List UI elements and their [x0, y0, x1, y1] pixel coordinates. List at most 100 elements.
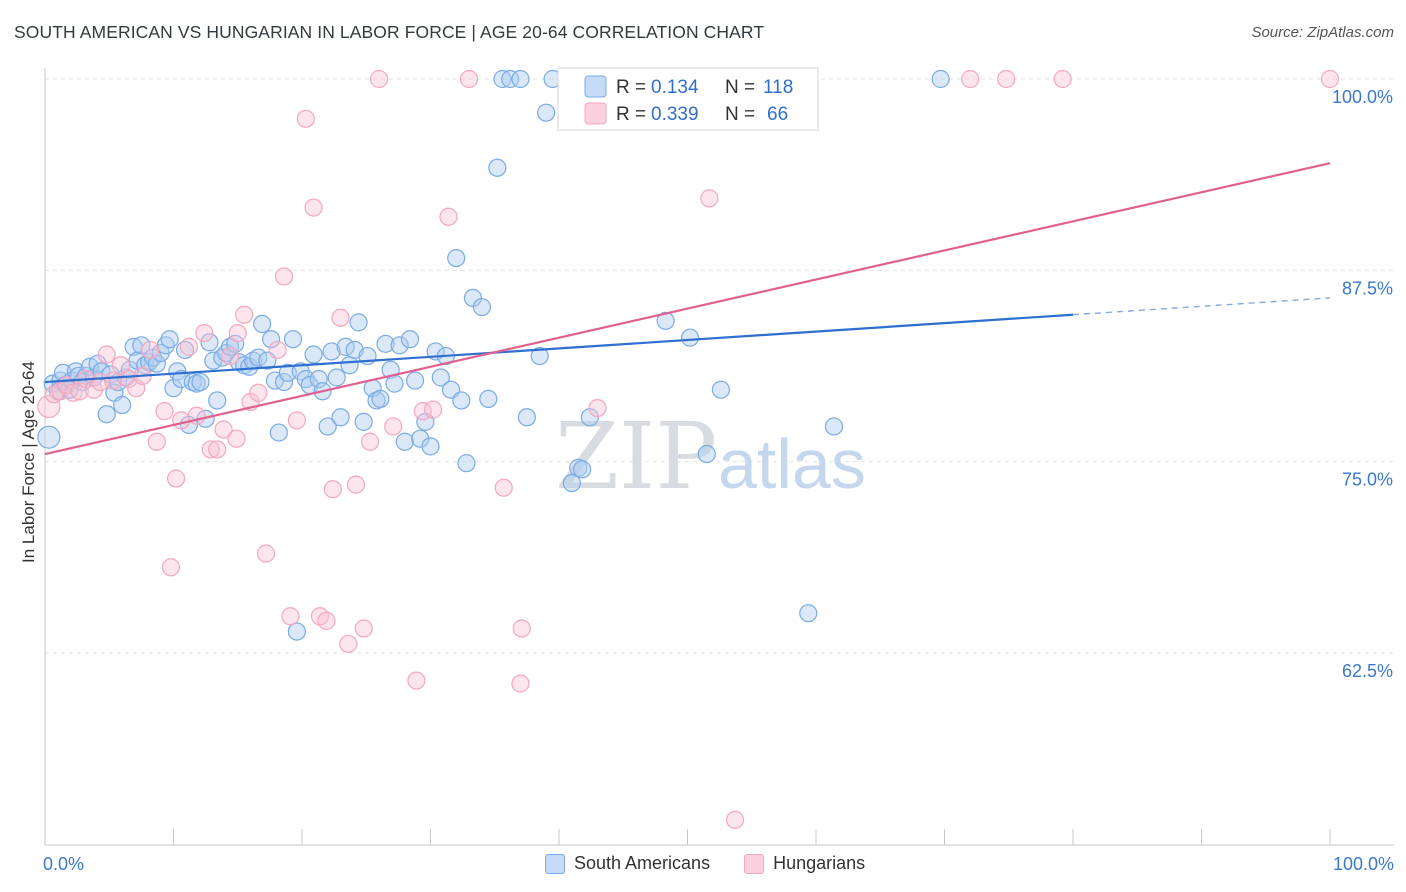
point-hungarian-19	[166, 469, 186, 488]
y-tick-label-2: 75.0%	[1342, 470, 1393, 490]
point-hungarian-34	[268, 340, 287, 360]
point-south-american-87	[400, 330, 420, 349]
point-hungarian-43	[331, 308, 350, 327]
point-south-american-70	[322, 342, 341, 361]
legend-n-value-1: 66	[767, 104, 788, 125]
point-hungarian-11	[111, 356, 130, 375]
point-hungarian-54	[459, 69, 479, 89]
point-south-american-114	[656, 311, 675, 330]
point-hungarian-44	[339, 634, 358, 653]
point-south-american-71	[327, 368, 346, 387]
point-hungarian-41	[317, 611, 336, 630]
legend-n-label-0: N =	[725, 77, 755, 98]
point-south-american-72	[331, 408, 350, 427]
y-tick-label-1: 87.5%	[1342, 278, 1393, 298]
trend-line-south-americans	[44, 313, 1074, 384]
point-hungarian-62	[997, 69, 1016, 89]
point-south-american-102	[488, 158, 507, 177]
point-south-american-77	[354, 412, 373, 431]
point-hungarian-61	[961, 69, 980, 89]
point-south-american-93	[431, 368, 450, 387]
x-tick-label-min: 0.0%	[43, 854, 84, 874]
point-hungarian-47	[361, 432, 380, 451]
point-south-american-118	[799, 604, 818, 623]
bottom-legend-label-hungarians: Hungarians	[773, 853, 866, 873]
point-south-american-120	[931, 69, 950, 89]
bottom-legend-swatch-south-americans	[545, 853, 565, 874]
point-south-american-42	[200, 333, 219, 352]
trend-lines	[44, 162, 1331, 456]
point-south-american-25	[132, 336, 151, 355]
point-south-american-66	[304, 345, 323, 364]
point-south-american-100	[472, 297, 491, 317]
watermark-zip: ZIP	[555, 403, 717, 510]
point-hungarian-64	[1320, 69, 1340, 89]
point-south-american-81	[371, 389, 390, 409]
y-tick-labels: 100.0% 87.5% 75.0% 62.5%	[1332, 87, 1393, 681]
point-south-american-101	[479, 389, 498, 409]
point-south-american-106	[530, 346, 549, 366]
legend-n-label-1: N =	[725, 104, 755, 125]
point-hungarian-35	[274, 267, 294, 286]
point-south-american-84	[385, 374, 404, 393]
point-south-american-69	[318, 417, 337, 436]
point-hungarian-18	[161, 558, 181, 577]
point-south-american-109	[562, 473, 581, 493]
point-south-american-16	[97, 405, 116, 424]
x-tick-label-max: 100.0%	[1333, 854, 1394, 874]
point-hungarian-45	[346, 475, 366, 494]
point-hungarian-42	[323, 480, 342, 499]
point-south-american-59	[274, 372, 294, 392]
legend-swatch-south-americans	[584, 75, 607, 98]
point-south-american-91	[421, 437, 440, 456]
legend-r-value-1: 0.339	[651, 104, 699, 125]
point-south-american-85	[390, 336, 409, 355]
point-hungarian-28	[227, 429, 246, 448]
point-hungarian-60	[725, 810, 745, 829]
point-south-american-56	[262, 330, 281, 349]
point-south-american-111	[573, 460, 592, 479]
point-hungarian-59	[700, 189, 719, 208]
point-hungarian-15	[141, 340, 160, 360]
point-hungarian-10	[104, 371, 123, 390]
bottom-legend-label-south-americans: South Americans	[574, 853, 711, 873]
bottom-legend: South Americans Hungarians	[545, 853, 887, 874]
bottom-legend-swatch-hungarians	[744, 853, 765, 874]
point-south-american-97	[452, 391, 471, 410]
bottom-legend-item-south-americans: South Americans	[545, 853, 710, 874]
point-south-american-112	[580, 408, 599, 427]
legend-swatch-hungarians	[584, 102, 607, 125]
point-south-american-0	[37, 425, 61, 449]
point-hungarian-36	[281, 607, 300, 626]
source-credit: Source: ZipAtlas.com	[1251, 24, 1394, 41]
point-south-american-86	[395, 432, 414, 451]
point-hungarian-40	[310, 607, 330, 626]
point-south-american-44	[208, 391, 227, 410]
point-hungarian-9	[97, 345, 116, 364]
point-hungarian-26	[214, 420, 233, 439]
point-hungarian-32	[249, 383, 268, 402]
point-south-american-20	[112, 395, 132, 415]
point-hungarian-12	[119, 369, 138, 389]
point-south-american-33	[164, 379, 183, 398]
point-hungarian-37	[287, 411, 306, 430]
point-south-american-121	[517, 408, 536, 427]
point-south-american-103	[493, 69, 512, 89]
point-hungarian-4	[64, 383, 83, 402]
point-south-american-98	[457, 454, 476, 473]
legend: R = 0.134 N = 118 R = 0.339 N = 66	[557, 67, 819, 131]
point-hungarian-56	[511, 674, 530, 693]
point-south-american-104	[501, 69, 520, 89]
point-hungarian-27	[220, 346, 240, 366]
point-hungarian-65	[588, 398, 607, 418]
legend-r-value-0: 0.134	[651, 77, 699, 98]
point-hungarian-55	[494, 478, 513, 497]
point-hungarian-63	[1053, 69, 1072, 89]
point-south-american-49	[229, 353, 249, 372]
point-south-american-115	[680, 328, 700, 347]
point-south-american-47	[220, 337, 240, 356]
point-hungarian-48	[370, 69, 389, 89]
point-hungarian-16	[147, 432, 166, 451]
point-hungarian-52	[423, 400, 443, 419]
